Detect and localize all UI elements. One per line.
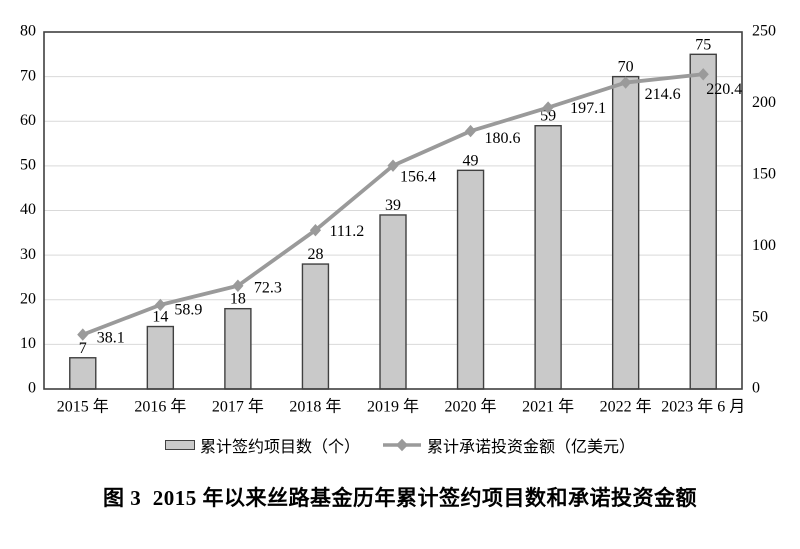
x-axis-label: 2015 年 xyxy=(57,398,109,416)
x-axis-label: 2023 年 6 月 xyxy=(661,398,745,416)
left-axis-tick-label: 10 xyxy=(20,335,36,352)
line-value-label: 214.6 xyxy=(645,86,681,103)
x-axis-label: 2022 年 xyxy=(600,398,652,416)
left-axis-tick-label: 0 xyxy=(28,380,36,397)
legend-item-bar: 累计签约项目数（个） xyxy=(164,433,360,457)
line-value-label: 156.4 xyxy=(400,168,436,185)
x-axis-label: 2020 年 xyxy=(445,398,497,416)
bar xyxy=(611,75,640,390)
line-value-label: 197.1 xyxy=(570,100,606,117)
right-axis-tick-label: 150 xyxy=(752,165,776,182)
x-axis-label: 2016 年 xyxy=(134,398,186,416)
x-axis-label: 2018 年 xyxy=(289,398,341,416)
x-axis-label: 2017 年 xyxy=(212,398,264,416)
plot-border xyxy=(43,31,743,390)
right-axis-tick-label: 0 xyxy=(752,380,760,397)
line-value-label: 220.4 xyxy=(706,81,742,98)
legend-label-line: 累计承诺投资金额（亿美元） xyxy=(427,439,636,456)
left-axis-tick-label: 30 xyxy=(20,246,36,263)
x-axis-label: 2019 年 xyxy=(367,398,419,416)
bar-swatch-icon xyxy=(164,440,195,450)
line-value-label: 111.2 xyxy=(329,223,364,240)
line-point-marker xyxy=(154,298,166,312)
line-value-label: 38.1 xyxy=(97,329,125,346)
right-axis-tick-label: 250 xyxy=(752,23,776,40)
bar xyxy=(379,214,407,390)
bar xyxy=(456,169,485,390)
left-axis-tick-label: 50 xyxy=(20,157,36,174)
bar xyxy=(69,357,97,390)
left-axis-tick-label: 70 xyxy=(20,67,36,84)
bar-value-label: 14 xyxy=(152,309,168,326)
line-point-marker xyxy=(542,101,554,114)
chart-svg: 7 14 18 28 39 49 59 70 75 38.1 58.9 72.3 111.2 156.4 1… xyxy=(20,23,776,416)
line-point-marker xyxy=(77,328,89,341)
line-value-label: 58.9 xyxy=(174,302,202,319)
bar xyxy=(146,325,175,390)
bar-value-label: 59 xyxy=(540,108,556,125)
bar-value-label: 39 xyxy=(385,197,401,214)
left-axis-tick-label: 60 xyxy=(20,112,36,129)
line-point-marker xyxy=(697,68,709,81)
line-value-label: 180.6 xyxy=(485,130,521,147)
bar-value-label: 18 xyxy=(230,291,246,308)
right-axis-tick-label: 200 xyxy=(752,94,776,111)
line-point-marker xyxy=(387,159,399,172)
right-axis-tick-label: 50 xyxy=(752,308,768,325)
line-point-marker xyxy=(620,76,632,89)
bar-value-label: 28 xyxy=(307,246,323,263)
bar-value-label: 7 xyxy=(79,340,87,357)
legend: 累计签约项目数（个） 累计承诺投资金额（亿美元） xyxy=(0,433,800,457)
x-axis-label: 2021 年 xyxy=(522,398,574,416)
bar xyxy=(534,125,562,390)
bar-value-label: 49 xyxy=(463,152,479,169)
line-value-label: 72.3 xyxy=(254,279,282,296)
right-axis-tick-label: 100 xyxy=(752,237,776,254)
bar xyxy=(224,307,252,390)
left-axis-tick-label: 80 xyxy=(20,23,36,40)
left-axis-tick-label: 20 xyxy=(20,290,36,307)
figure-caption: 图 3 2015 年以来丝路基金历年累计签约项目数和承诺投资金额 xyxy=(103,486,697,510)
line-point-marker xyxy=(309,224,322,237)
line-point-marker xyxy=(232,279,244,292)
bar-value-label: 70 xyxy=(618,59,634,76)
line-diamond-swatch-icon xyxy=(383,438,421,452)
legend-label-bar: 累计签约项目数（个） xyxy=(199,439,360,456)
bar xyxy=(301,263,330,390)
bar-value-label: 75 xyxy=(695,36,711,53)
legend-item-line: 累计承诺投资金额（亿美元） xyxy=(382,433,635,457)
line-point-marker xyxy=(464,124,477,138)
left-axis-tick-label: 40 xyxy=(20,201,36,218)
bar xyxy=(689,53,717,390)
